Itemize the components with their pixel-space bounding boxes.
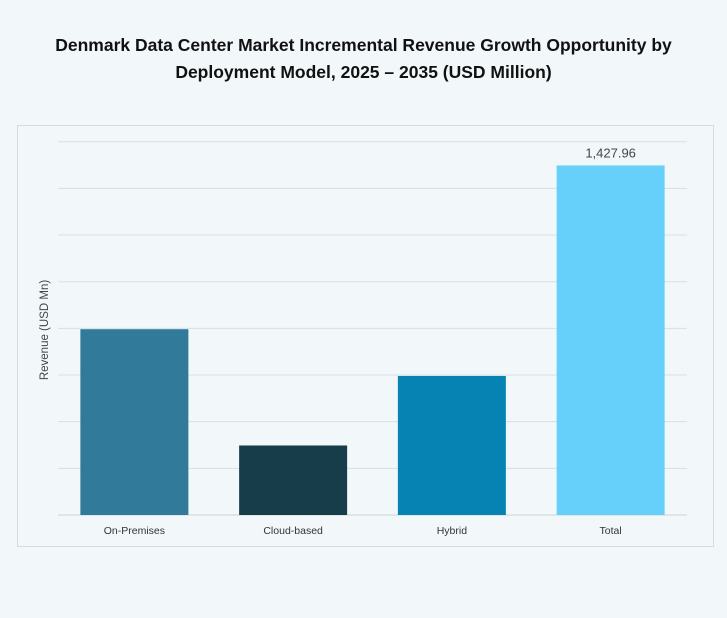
bar-total <box>556 165 665 516</box>
bar-hybrid <box>397 375 506 515</box>
x-tick-label: Hybrid <box>437 525 468 537</box>
x-tick-label: Cloud-based <box>263 525 323 537</box>
bar-cloud-based <box>239 445 348 515</box>
x-tick-label: On-Premises <box>104 525 165 537</box>
y-axis-label: Revenue (USD Mn) <box>39 280 51 381</box>
data-label: 1,427.96 <box>585 145 636 160</box>
chart-title: Denmark Data Center Market Incremental R… <box>0 32 727 86</box>
bar-on-premises <box>80 329 189 515</box>
x-tick-label: Total <box>600 525 622 537</box>
chart-title-line-2: Deployment Model, 2025 – 2035 (USD Milli… <box>175 62 552 82</box>
chart-title-line-1: Denmark Data Center Market Incremental R… <box>55 35 672 55</box>
